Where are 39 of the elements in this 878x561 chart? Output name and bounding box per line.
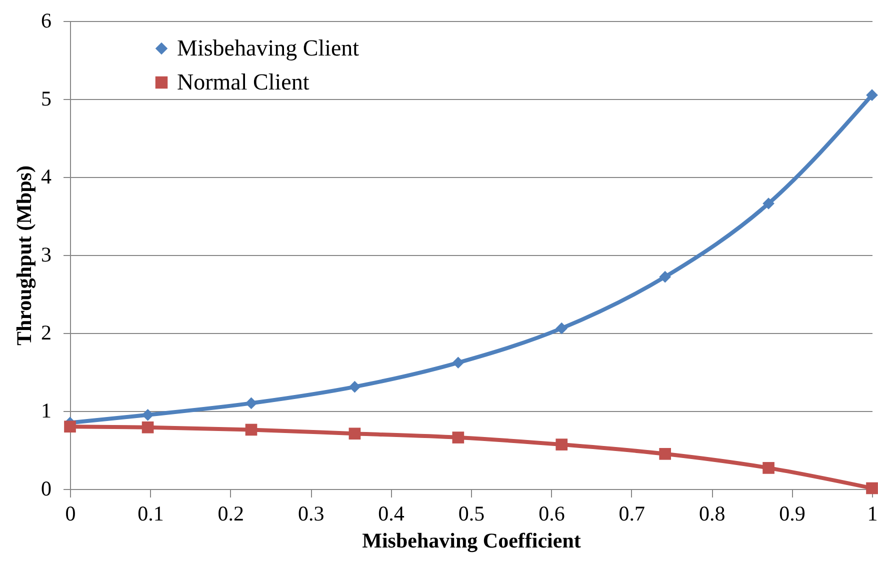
x-tick-label: 0.5 <box>458 502 485 526</box>
point <box>866 482 878 494</box>
point <box>659 448 671 460</box>
y-tick-label: 0 <box>41 476 52 500</box>
point <box>762 462 774 474</box>
x-tick-label: 0 <box>65 502 76 526</box>
point <box>452 356 464 369</box>
point <box>348 428 361 440</box>
point <box>142 408 154 421</box>
point <box>245 397 258 410</box>
y-tick-label: 3 <box>41 242 52 266</box>
x-axis-title: Misbehaving Coefficient <box>362 528 581 552</box>
point <box>556 322 568 334</box>
x-tick-label: 0.3 <box>298 502 324 526</box>
y-tick-label: 1 <box>41 398 52 422</box>
legend-label: Normal Client <box>177 70 310 94</box>
x-tick-label: 0.8 <box>698 502 726 526</box>
y-tick-label: 2 <box>41 320 52 344</box>
x-tick-label: 0.4 <box>378 502 405 526</box>
x-tick-label: 1 <box>867 502 878 526</box>
point <box>348 380 361 393</box>
x-tick-label: 0.6 <box>538 502 565 526</box>
point <box>556 438 568 450</box>
point <box>64 420 76 433</box>
y-axis-title: Throughput (Mbps) <box>12 166 36 346</box>
point <box>142 421 154 434</box>
legend-label: Misbehaving Client <box>177 36 360 60</box>
x-tick-label: 0.7 <box>618 502 646 526</box>
point <box>659 270 671 283</box>
y-tick-label: 4 <box>41 164 52 188</box>
point <box>245 424 258 436</box>
x-tick-label: 0.1 <box>138 502 164 526</box>
y-tick-label: 5 <box>41 86 52 110</box>
point <box>762 198 774 210</box>
x-tick-label: 0.9 <box>779 502 806 526</box>
point <box>452 432 464 444</box>
x-tick-label: 0.2 <box>218 502 244 526</box>
point <box>866 89 878 102</box>
y-tick-label: 6 <box>41 8 52 32</box>
